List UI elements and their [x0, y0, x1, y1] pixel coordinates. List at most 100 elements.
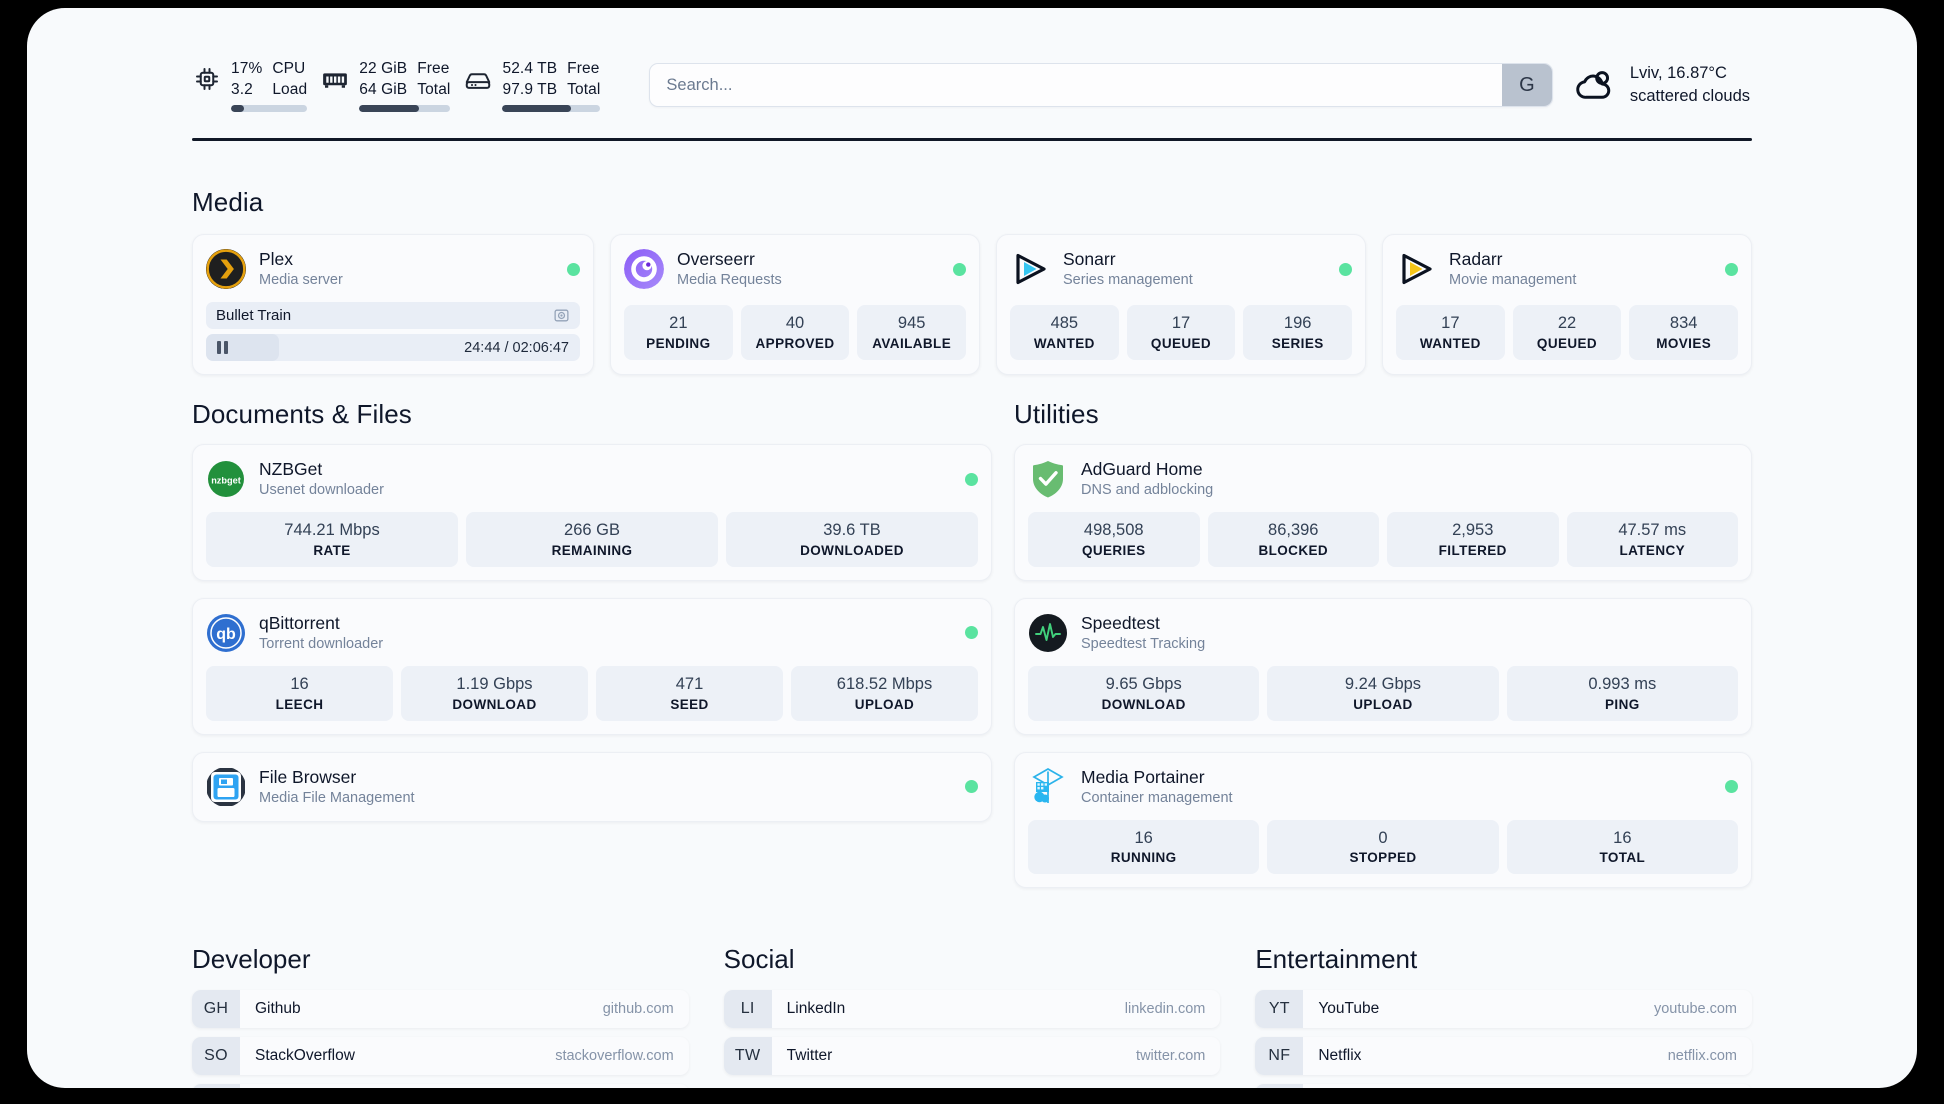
stat-label: FILTERED: [1438, 542, 1507, 558]
bookmark-abbr: GH: [192, 990, 240, 1029]
service-name: qBittorrent: [259, 612, 340, 633]
bookmark-abbr: TW: [723, 1037, 772, 1076]
status-badge-online: [965, 472, 978, 486]
stat-tile[interactable]: 2,953 FILTERED: [1387, 512, 1559, 567]
utilities-column: AdGuard Home DNS and adblocking 498,508 QUE…: [1014, 444, 1752, 889]
stat-value: 744.21 Mbps: [284, 521, 380, 540]
stat-value: 16: [1613, 828, 1632, 847]
stat-tile[interactable]: 266 GB REMAINING: [466, 512, 718, 567]
bookmark-item[interactable]: LI LinkedIn linkedin.com: [723, 990, 1221, 1029]
pause-icon[interactable]: [217, 341, 228, 355]
bookmark-item[interactable]: DTDEV dev.to: [192, 1084, 689, 1088]
bookmark-abbr: DT: [192, 1084, 240, 1088]
service-desc: Torrent downloader: [259, 635, 384, 652]
service-stats: 17 WANTED 22 QUEUED 834 MOVIES: [1396, 305, 1739, 360]
stat-tile[interactable]: 22 QUEUED: [1512, 305, 1622, 360]
stat-value: 40: [785, 314, 805, 333]
resource-progress-bar: [502, 105, 601, 113]
service-desc: Media Requests: [677, 272, 782, 289]
service-desc: Media File Management: [259, 789, 415, 806]
bookmark-item[interactable]: SO StackOverflow stackoverflow.com: [192, 1037, 689, 1076]
cast-icon[interactable]: [553, 307, 570, 324]
search-provider-button[interactable]: G: [1501, 64, 1552, 106]
plex-icon: [206, 249, 246, 290]
stat-tile[interactable]: 39.6 TB DOWNLOADED: [726, 512, 978, 567]
weather-location-temp: Lviv, 16.87°C: [1629, 63, 1727, 82]
stat-tile[interactable]: 9.65 Gbps DOWNLOAD: [1028, 666, 1260, 721]
plex-time-display: 24:44 / 02:06:47: [464, 339, 569, 356]
search-input[interactable]: [650, 64, 1502, 106]
service-name: Speedtest: [1081, 612, 1160, 633]
service-stats: 744.21 Mbps RATE 266 GB REMAINING 39.6 TB DOW…: [206, 512, 978, 567]
service-card-sonarr[interactable]: Sonarr Series management 485 WANTED 17 QUEUED…: [996, 234, 1366, 376]
stat-tile[interactable]: 744.21 Mbps RATE: [206, 512, 458, 567]
stat-tile[interactable]: 16 LEECH: [206, 666, 393, 721]
service-name: AdGuard Home: [1081, 459, 1203, 480]
stat-value: 47.57 ms: [1618, 521, 1687, 540]
service-card-overseerr[interactable]: Overseerr Media Requests 21 PENDING 40 APPROV…: [610, 234, 980, 376]
bookmark-name: DEV: [240, 1084, 287, 1088]
resource-value-bottom: 3.2: [231, 81, 253, 98]
memory-widget: 22 GiB 64 GiB Free Total: [320, 58, 463, 113]
service-card-plex[interactable]: Plex Media server Bullet Train: [192, 234, 594, 376]
service-desc: DNS and adblocking: [1081, 482, 1214, 499]
stat-tile[interactable]: 945 AVAILABLE: [857, 305, 967, 360]
radarr-icon: [1396, 249, 1436, 289]
bookmark-item[interactable]: NF Netflix netflix.com: [1255, 1037, 1753, 1076]
resource-value-top: 17%: [231, 59, 263, 77]
stat-tile[interactable]: 498,508 QUERIES: [1028, 512, 1200, 567]
stat-tile[interactable]: 21 PENDING: [624, 305, 733, 360]
bookmark-item[interactable]: TW Twitter twitter.com: [723, 1037, 1221, 1076]
qbittorrent-icon: qb: [206, 613, 246, 653]
overseerr-icon: [624, 249, 664, 290]
stat-label: BLOCKED: [1258, 542, 1329, 558]
bookmark-item[interactable]: GH Github github.com: [192, 990, 689, 1029]
stat-label: LEECH: [275, 696, 324, 712]
svg-text:nzbget: nzbget: [211, 476, 241, 486]
stat-tile[interactable]: 17 QUEUED: [1126, 305, 1236, 360]
stat-tile[interactable]: 485 WANTED: [1010, 305, 1119, 360]
stat-tile[interactable]: 16 TOTAL: [1506, 819, 1738, 875]
stat-tile[interactable]: 0 STOPPED: [1267, 819, 1499, 875]
stat-value: 17: [1441, 314, 1460, 333]
service-card-qbittorrent[interactable]: qb qBittorrent Torrent downloader 16 LEECH 1.…: [192, 597, 992, 735]
plex-progress-bar[interactable]: 24:44 / 02:06:47: [206, 334, 580, 362]
bookmark-group-title: Social: [723, 944, 795, 975]
stat-tile[interactable]: 47.57 ms LATENCY: [1566, 512, 1738, 567]
service-desc: Series management: [1063, 272, 1193, 289]
stat-tile[interactable]: 0.993 ms PING: [1506, 666, 1738, 721]
memory-icon: [320, 64, 350, 94]
stat-tile[interactable]: 16 RUNNING: [1028, 819, 1260, 875]
stat-tile[interactable]: 618.52 Mbps UPLOAD: [791, 666, 978, 721]
service-card-adguard-home[interactable]: AdGuard Home DNS and adblocking 498,508 QUE…: [1014, 444, 1752, 581]
media-row: Plex Media server Bullet Train: [192, 234, 1752, 376]
stat-tile[interactable]: 17 WANTED: [1396, 305, 1505, 360]
bookmark-abbr: RE: [1255, 1084, 1304, 1088]
service-stats: 21 PENDING 40 APPROVED 945 AVAILABLE: [624, 305, 967, 360]
stat-tile[interactable]: 1.19 Gbps DOWNLOAD: [401, 666, 588, 721]
stat-tile[interactable]: 834 MOVIES: [1629, 305, 1739, 360]
stat-tile[interactable]: 196 SERIES: [1243, 305, 1353, 360]
bookmark-group-developer: Developer GH Github github.com SO StackOverfl…: [192, 944, 689, 1088]
resource-value-top: 52.4 TB: [502, 59, 558, 77]
stat-tile[interactable]: 86,396 BLOCKED: [1207, 512, 1379, 567]
stat-tile[interactable]: 9.24 Gbps UPLOAD: [1267, 666, 1499, 721]
bookmark-item[interactable]: YT YouTube youtube.com: [1255, 990, 1753, 1029]
status-badge-online: [953, 262, 966, 276]
stat-tile[interactable]: 40 APPROVED: [740, 305, 850, 360]
disk-widget: 52.4 TB 97.9 TB Free Total: [463, 58, 613, 113]
service-card-media-portainer[interactable]: Media Portainer Container management 16 RUN…: [1014, 751, 1752, 889]
weather-widget: Lviv, 16.87°C scattered clouds: [1575, 62, 1752, 109]
service-card-file-browser[interactable]: File Browser Media File Management: [192, 751, 992, 822]
stat-tile[interactable]: 471 SEED: [596, 666, 783, 721]
stat-label: UPLOAD: [1353, 696, 1413, 712]
stat-value: 471: [675, 675, 704, 694]
service-card-nzbget[interactable]: nzbget NZBGet Usenet downloader 744.21 Mbps…: [192, 444, 992, 581]
stat-label: SEED: [670, 696, 709, 712]
search-bar[interactable]: G: [649, 63, 1553, 107]
bookmark-item[interactable]: REReddit reddit.com: [1255, 1084, 1753, 1088]
bookmarks-area: Developer GH Github github.com SO StackOverfl…: [192, 944, 1753, 1088]
service-card-speedtest[interactable]: Speedtest Speedtest Tracking 9.65 Gbps DOWN…: [1014, 597, 1752, 735]
service-card-radarr[interactable]: Radarr Movie management 17 WANTED 22 QUEUED 83…: [1382, 234, 1752, 376]
bookmark-group-entertainment: Entertainment YT YouTube youtube.com NF Netfl…: [1255, 944, 1753, 1088]
